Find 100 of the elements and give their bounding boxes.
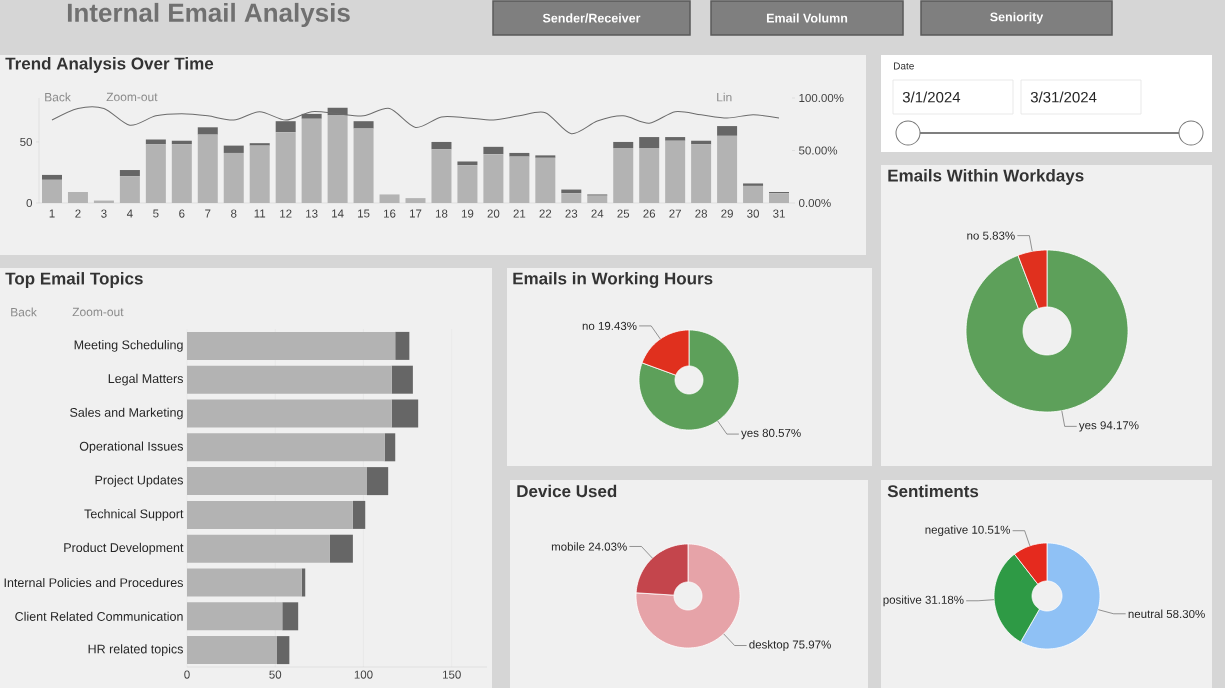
y-tick-label: Meeting Scheduling	[74, 340, 183, 352]
x-tick-label: 24	[591, 209, 604, 218]
chart-title: Trend Analysis Over Time	[5, 57, 214, 73]
slice-label: neutral	[1128, 609, 1163, 619]
x-tick-label: 12	[280, 209, 292, 218]
x-tick-label: 21	[513, 209, 526, 218]
bar	[717, 135, 738, 203]
x-tick-label: 8	[231, 209, 237, 218]
x-tick-label: 22	[539, 209, 552, 218]
slice-label: no	[582, 323, 595, 330]
x-tick-label: 4	[126, 209, 133, 218]
bar	[639, 148, 660, 203]
data-label: 19.43%	[598, 321, 637, 330]
bar	[743, 185, 764, 203]
bar	[277, 636, 290, 665]
text: Sender/Receiver	[542, 13, 641, 23]
x-tick-label: 16	[384, 209, 396, 218]
slice-label: no	[967, 233, 979, 240]
data-label: 24.03%	[588, 542, 627, 551]
bar	[187, 365, 392, 394]
bar	[67, 192, 88, 203]
bar	[187, 602, 283, 631]
text: Seniority	[990, 12, 1044, 24]
chart-title: Device Used	[517, 484, 617, 498]
bar	[282, 602, 299, 631]
x-tick-label: 2	[75, 209, 81, 218]
x-tick-label: 0	[184, 670, 190, 679]
bar	[613, 148, 634, 203]
bar	[41, 174, 62, 180]
x-tick-label: 7	[205, 209, 211, 218]
bar	[509, 152, 530, 157]
bar	[301, 118, 322, 203]
annotation: Back	[45, 92, 71, 102]
bar	[187, 636, 277, 665]
slice-label: mobile	[551, 542, 585, 551]
x-tick-label: 29	[721, 209, 733, 218]
text: Back	[11, 307, 37, 317]
bar	[119, 176, 140, 203]
bar	[769, 193, 790, 203]
bar	[197, 127, 218, 135]
bar	[587, 195, 608, 203]
bar	[717, 126, 738, 136]
bar	[223, 145, 244, 153]
bar	[457, 165, 478, 203]
chart-title: Sentiments	[887, 484, 979, 498]
x-tick-label: 31	[773, 209, 785, 218]
bar	[187, 568, 302, 597]
bar	[379, 194, 400, 203]
y-tick-label: Project Updates	[95, 475, 183, 487]
y2-tick-label: 100.00%	[799, 93, 844, 103]
slice-label: yes	[1078, 423, 1097, 432]
bar	[391, 399, 419, 428]
line-series	[51, 106, 780, 135]
text: Email Volumn	[766, 13, 848, 23]
bar	[223, 152, 244, 203]
bar	[561, 193, 582, 203]
x-tick-label: 23	[565, 209, 578, 218]
x-tick-label: 25	[617, 209, 630, 218]
x-tick-label: 28	[695, 209, 708, 218]
bar	[613, 141, 634, 149]
text: 3/1/2024	[902, 91, 961, 103]
bar	[187, 331, 396, 360]
bar	[329, 534, 353, 563]
bar	[352, 500, 366, 529]
bar	[431, 149, 452, 203]
data-label: 75.97%	[792, 640, 831, 649]
data-label: 94.17%	[1100, 421, 1139, 430]
chart-title: Emails in Working Hours	[513, 272, 713, 288]
text: Internal Email Analysis	[67, 2, 350, 28]
data-label: 5.83%	[983, 231, 1015, 240]
x-tick-label: 27	[669, 209, 681, 218]
bar	[41, 179, 62, 203]
bar	[275, 132, 296, 203]
chart-title: Emails Within Workdays	[888, 169, 1084, 185]
x-tick-label: 14	[332, 209, 344, 218]
x-tick-label: 30	[747, 209, 759, 218]
chart-title: Top Email Topics	[5, 272, 143, 288]
bar	[395, 331, 410, 360]
y-tick-label: Legal Matters	[108, 373, 183, 386]
bar	[171, 144, 192, 203]
x-tick-label: 17	[409, 209, 422, 218]
x-tick-label: 19	[461, 209, 474, 218]
x-tick-label: 5	[153, 209, 159, 218]
bar	[249, 143, 270, 146]
bar	[197, 134, 218, 203]
data-label: 58.30%	[1166, 609, 1205, 619]
slice-label: positive	[883, 595, 922, 607]
x-tick-label: 3	[101, 209, 107, 218]
y2-tick-label: 50.00%	[799, 146, 838, 155]
y-tick-label: Internal Policies and Procedures	[4, 577, 183, 588]
x-tick-label: 6	[179, 209, 185, 218]
bar	[639, 137, 660, 149]
bar	[665, 140, 686, 203]
x-tick-label: 1	[49, 209, 55, 218]
text: 3/31/2024	[1030, 91, 1097, 103]
data-label: 10.51%	[972, 525, 1011, 534]
data-label: 31.18%	[925, 595, 964, 604]
bar	[145, 144, 166, 203]
annotation: Zoom-out	[106, 92, 158, 102]
bar	[249, 145, 270, 203]
